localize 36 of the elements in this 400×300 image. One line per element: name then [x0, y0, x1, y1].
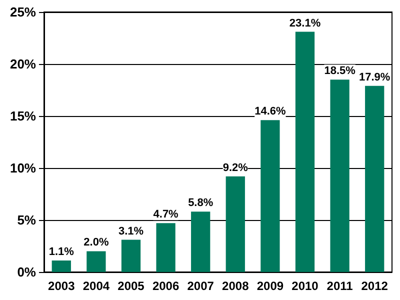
bar [52, 260, 71, 272]
x-tick-label: 2010 [292, 279, 319, 293]
x-tick-label: 2011 [326, 279, 354, 293]
y-tick-label: 15% [10, 108, 36, 124]
y-tick-label: 25% [10, 4, 36, 20]
bar [191, 212, 210, 272]
data-label: 23.1% [289, 17, 321, 30]
data-label: 5.8% [188, 197, 214, 210]
x-tick-label: 2008 [222, 279, 250, 293]
bar [121, 240, 141, 272]
data-label: 3.1% [118, 225, 144, 238]
bar [295, 32, 315, 272]
bar [226, 176, 245, 272]
y-tick-label: 5% [17, 212, 36, 228]
bar [86, 251, 106, 272]
x-tick-label: 2006 [152, 279, 180, 293]
x-tick-label: 2005 [118, 279, 145, 293]
x-tick-label: 2012 [361, 279, 388, 293]
x-tick-label: 2009 [256, 279, 284, 293]
bar [330, 80, 350, 272]
bar [365, 86, 384, 272]
data-label: 17.9% [359, 71, 390, 84]
bar [156, 223, 176, 272]
y-tick-label: 0% [17, 264, 36, 280]
x-tick-label: 2004 [82, 279, 110, 293]
data-label: 9.2% [222, 162, 248, 174]
data-label: 1.1% [48, 246, 74, 258]
data-label: 18.5% [324, 65, 356, 78]
y-tick-label: 10% [10, 160, 36, 176]
x-tick-label: 2003 [48, 279, 76, 293]
y-tick-label: 20% [10, 56, 36, 72]
data-label: 2.0% [84, 236, 109, 249]
x-tick-label: 2007 [187, 279, 214, 293]
bar [260, 120, 280, 272]
data-label: 14.6% [254, 106, 286, 118]
data-label: 4.7% [153, 208, 179, 221]
